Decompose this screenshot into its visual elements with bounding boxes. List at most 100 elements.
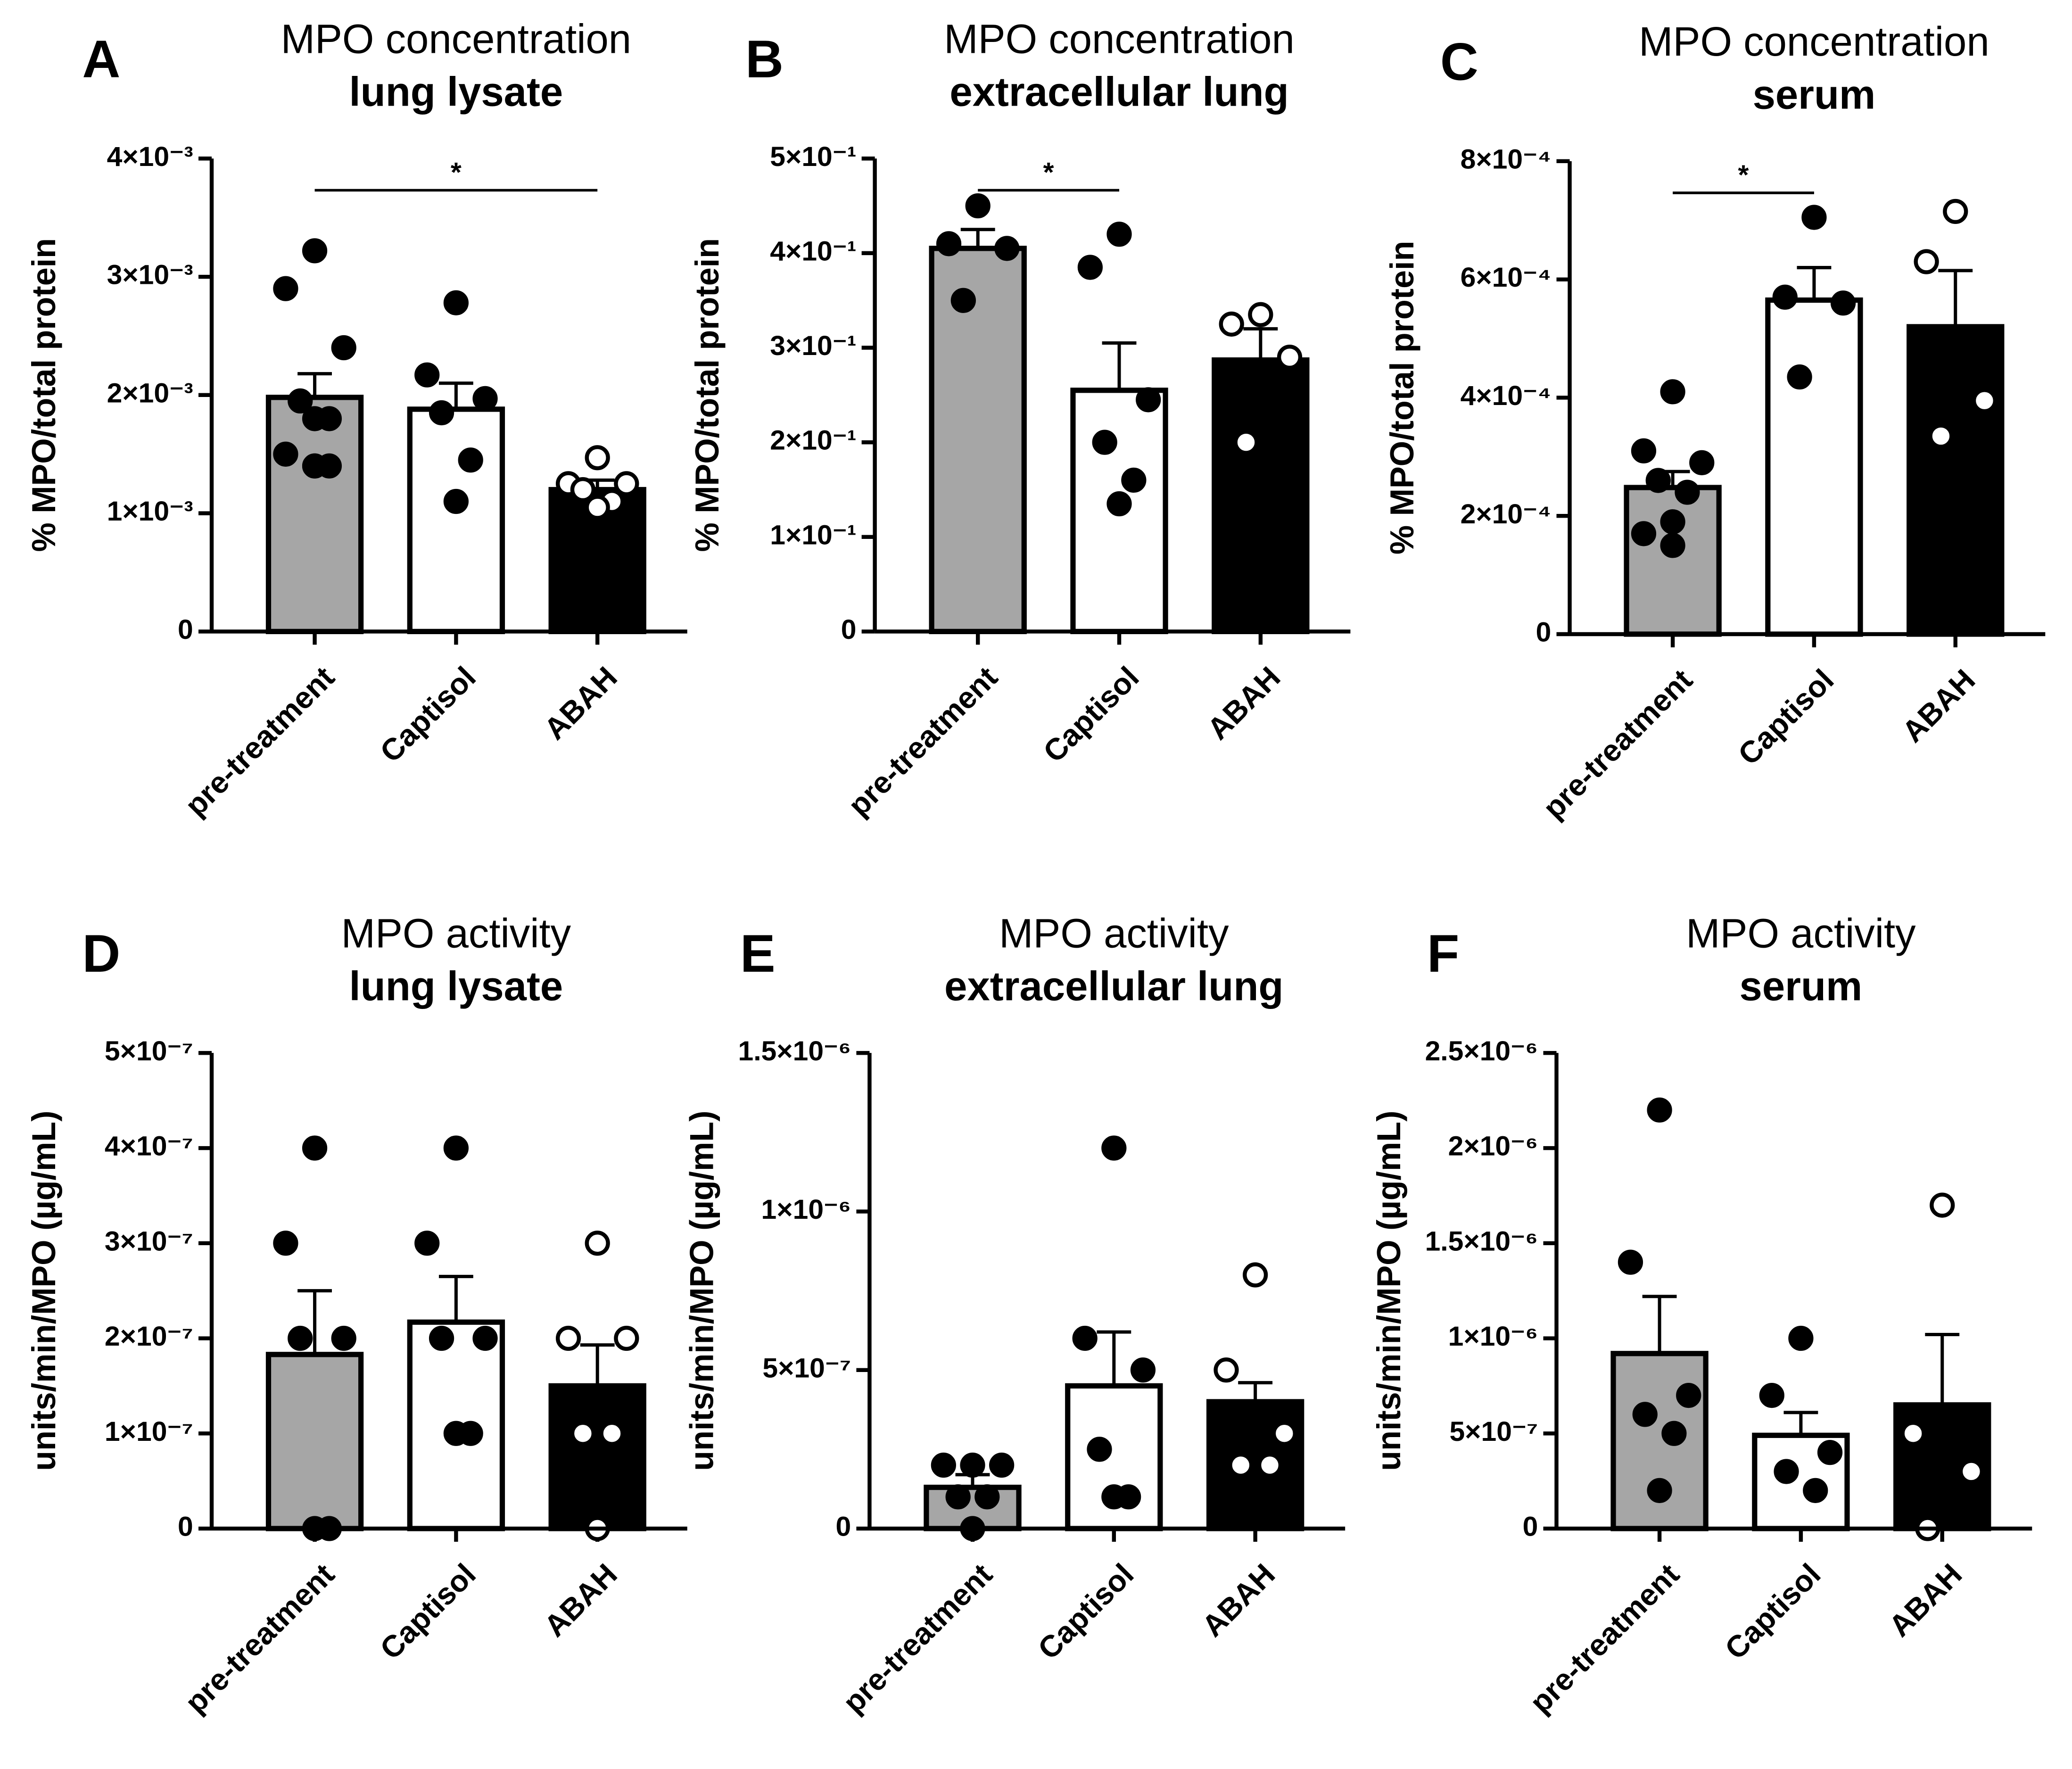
x-tick-label: ABAH	[537, 1557, 624, 1644]
x-tick-label: Captisol	[1718, 1557, 1827, 1666]
chart-title: MPO activity	[1686, 911, 1916, 957]
x-tick-label: ABAH	[537, 660, 624, 746]
y-tick-label: 0	[1523, 1512, 1538, 1542]
error-bar	[580, 1343, 615, 1386]
chart-subtitle: lung lysate	[349, 69, 563, 115]
error-bar	[1938, 269, 1973, 327]
data-point	[429, 1325, 454, 1351]
data-point	[585, 1231, 610, 1256]
data-point	[1257, 1452, 1283, 1478]
error-bar	[297, 372, 332, 397]
data-point	[429, 400, 454, 426]
data-point	[585, 495, 610, 520]
data-point	[950, 288, 976, 313]
data-point	[1645, 468, 1671, 493]
x-tick-label: ABAH	[1196, 1557, 1282, 1644]
x-tick-label: ABAH	[1882, 1557, 1969, 1644]
data-point	[1943, 198, 1968, 224]
chart-title: MPO concentration	[1639, 19, 1989, 65]
data-point	[1233, 430, 1259, 455]
x-tick-label: pre-treatment	[178, 660, 341, 823]
data-point	[1243, 1262, 1268, 1288]
data-point	[1092, 430, 1117, 455]
data-point	[472, 386, 498, 411]
data-point	[1660, 379, 1685, 405]
y-tick-label: 0	[841, 614, 857, 645]
data-point	[599, 1421, 625, 1446]
data-point	[1130, 1357, 1156, 1383]
x-tick-label: Captisol	[1037, 660, 1146, 769]
y-tick-label: 1×10⁻¹	[770, 520, 856, 550]
significance-label: *	[1043, 157, 1054, 188]
y-axis-label: % MPO/total protein	[25, 238, 62, 552]
data-point	[1676, 1382, 1701, 1408]
error-bar	[1797, 266, 1832, 300]
data-point	[1101, 1135, 1127, 1161]
bar	[1212, 357, 1310, 635]
y-tick-label: 1×10⁻⁶	[1448, 1321, 1538, 1352]
x-tick-label: Captisol	[1032, 1557, 1140, 1666]
error-bar	[297, 1289, 332, 1355]
data-point	[1830, 290, 1856, 316]
y-tick-label: 0	[178, 614, 193, 645]
y-tick-label: 3×10⁻¹	[770, 331, 856, 361]
data-point	[1660, 533, 1685, 558]
data-point	[1632, 1402, 1658, 1427]
data-point	[1631, 521, 1657, 546]
chart-title: MPO activity	[341, 911, 571, 957]
chart-subtitle: extracellular lung	[944, 964, 1283, 1009]
y-tick-label: 2×10⁻³	[107, 378, 193, 408]
error-bar	[1097, 1330, 1131, 1386]
bar	[265, 395, 364, 635]
x-tick-label: pre-treatment	[1536, 663, 1699, 826]
data-point	[302, 238, 328, 264]
data-point	[1101, 1484, 1127, 1510]
significance-label: *	[451, 157, 462, 188]
data-point	[1647, 1478, 1672, 1503]
y-tick-label: 5×10⁻¹	[770, 141, 856, 172]
y-tick-label: 1.5×10⁻⁶	[1425, 1226, 1538, 1256]
bar	[1907, 324, 2005, 637]
data-point	[273, 1231, 298, 1256]
x-tick-label: pre-treatment	[178, 1557, 341, 1720]
data-point	[1928, 423, 1954, 449]
error-bar	[1102, 341, 1137, 390]
y-tick-label: 4×10⁻³	[107, 141, 193, 172]
chart-title: MPO concentration	[281, 17, 631, 62]
chart-subtitle: serum	[1740, 964, 1863, 1009]
data-point	[1914, 249, 1939, 274]
y-tick-label: 1×10⁻⁷	[105, 1416, 193, 1447]
data-point	[1213, 1357, 1239, 1383]
bar	[548, 1383, 646, 1531]
data-point	[1930, 1192, 1955, 1218]
data-point	[1787, 364, 1812, 390]
error-bar	[438, 381, 473, 409]
y-tick-label: 2.5×10⁻⁶	[1425, 1036, 1538, 1066]
data-point	[1228, 1452, 1254, 1478]
data-point	[570, 1421, 596, 1446]
x-tick-label: Captisol	[373, 660, 482, 769]
data-point	[414, 362, 440, 388]
data-point	[1759, 1382, 1784, 1408]
y-tick-label: 8×10⁻⁴	[1461, 144, 1552, 174]
data-point	[1817, 1439, 1843, 1465]
bar	[1206, 1399, 1304, 1531]
x-tick-label: ABAH	[1201, 660, 1287, 746]
data-point	[1106, 222, 1132, 247]
data-point	[288, 388, 313, 413]
y-axis-label: % MPO/total protein	[689, 238, 726, 552]
y-axis-label: % MPO/total protein	[1384, 241, 1420, 554]
y-tick-label: 0	[1536, 617, 1552, 648]
y-tick-label: 1.5×10⁻⁶	[738, 1036, 851, 1066]
chart-title: MPO concentration	[944, 17, 1294, 62]
y-tick-label: 2×10⁻⁷	[105, 1321, 193, 1352]
data-point	[443, 290, 469, 315]
data-point	[1219, 311, 1244, 337]
chart-subtitle: serum	[1753, 72, 1876, 117]
y-tick-label: 5×10⁻⁷	[105, 1036, 193, 1066]
panel-letter: B	[745, 30, 784, 89]
data-point	[614, 471, 639, 496]
panel: B MPO concentration extracellular lung % MP…	[689, 17, 1351, 823]
panel-letter: C	[1440, 33, 1478, 91]
